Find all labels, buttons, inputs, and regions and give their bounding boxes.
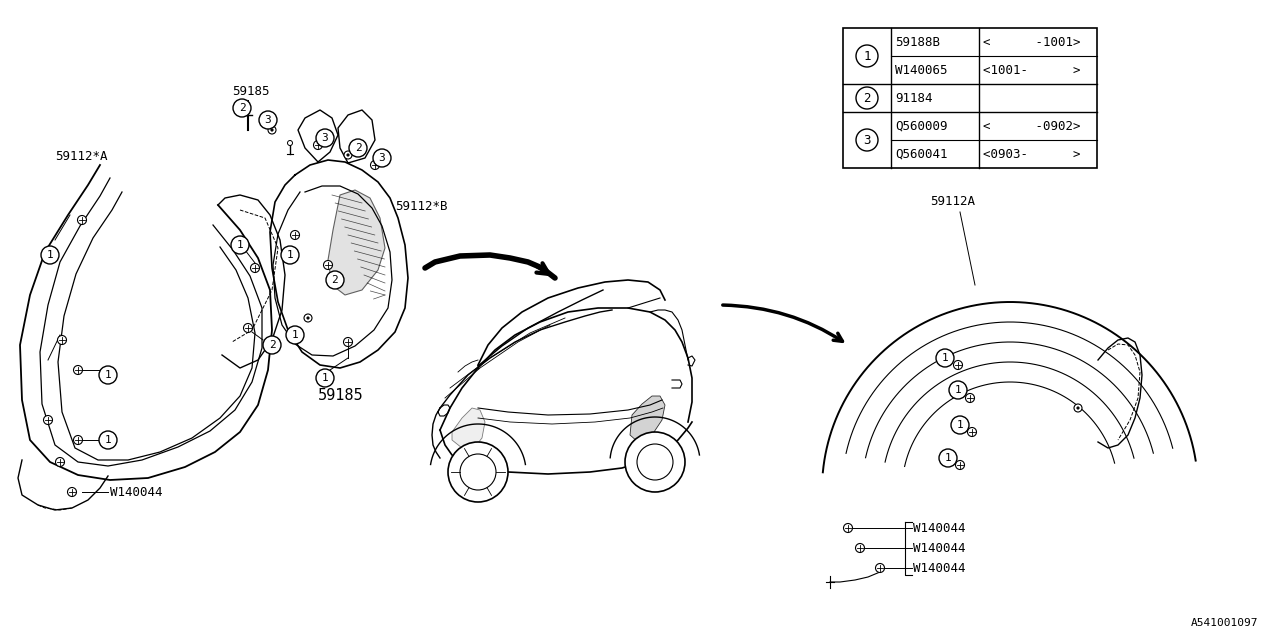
Circle shape bbox=[55, 458, 64, 467]
Circle shape bbox=[307, 317, 310, 319]
Circle shape bbox=[856, 45, 878, 67]
Text: 2: 2 bbox=[269, 340, 275, 350]
Circle shape bbox=[316, 369, 334, 387]
Circle shape bbox=[233, 99, 251, 117]
Circle shape bbox=[73, 365, 82, 374]
Text: 3: 3 bbox=[863, 134, 870, 147]
Text: 1: 1 bbox=[863, 49, 870, 63]
Text: 2: 2 bbox=[863, 92, 870, 104]
Circle shape bbox=[271, 129, 273, 131]
Text: Q560041: Q560041 bbox=[895, 147, 947, 161]
Text: 1: 1 bbox=[105, 435, 111, 445]
Text: 59112A: 59112A bbox=[931, 195, 975, 208]
Text: 1: 1 bbox=[955, 385, 961, 395]
Circle shape bbox=[955, 461, 965, 470]
Text: 1: 1 bbox=[945, 453, 951, 463]
Text: <1001-      >: <1001- > bbox=[983, 63, 1080, 77]
Text: 59112*B: 59112*B bbox=[396, 200, 448, 213]
Circle shape bbox=[262, 336, 282, 354]
Circle shape bbox=[855, 543, 864, 552]
Text: W140044: W140044 bbox=[913, 563, 965, 575]
Text: 3: 3 bbox=[265, 115, 271, 125]
Circle shape bbox=[1074, 404, 1082, 412]
Text: A541001097: A541001097 bbox=[1190, 618, 1258, 628]
Circle shape bbox=[856, 129, 878, 151]
Circle shape bbox=[876, 563, 884, 573]
Polygon shape bbox=[452, 408, 485, 448]
Polygon shape bbox=[328, 190, 385, 295]
Circle shape bbox=[230, 236, 250, 254]
Circle shape bbox=[282, 246, 300, 264]
Circle shape bbox=[285, 326, 305, 344]
Text: W140065: W140065 bbox=[895, 63, 947, 77]
Text: 59112*A: 59112*A bbox=[55, 150, 108, 163]
Circle shape bbox=[314, 141, 323, 150]
Text: <      -1001>: < -1001> bbox=[983, 35, 1080, 49]
Circle shape bbox=[856, 87, 878, 109]
Text: 1: 1 bbox=[237, 240, 243, 250]
Circle shape bbox=[324, 260, 333, 269]
Circle shape bbox=[349, 139, 367, 157]
Text: 3: 3 bbox=[321, 133, 329, 143]
Circle shape bbox=[291, 230, 300, 239]
Circle shape bbox=[305, 314, 312, 322]
Text: 2: 2 bbox=[355, 143, 361, 153]
Circle shape bbox=[347, 154, 349, 156]
Circle shape bbox=[41, 246, 59, 264]
Circle shape bbox=[259, 111, 276, 129]
Text: W140044: W140044 bbox=[110, 486, 163, 499]
Circle shape bbox=[343, 337, 352, 346]
Circle shape bbox=[625, 432, 685, 492]
Circle shape bbox=[936, 349, 954, 367]
Circle shape bbox=[940, 449, 957, 467]
Circle shape bbox=[99, 366, 116, 384]
Text: 59185: 59185 bbox=[232, 85, 270, 98]
Bar bbox=[844, 28, 1097, 168]
Circle shape bbox=[948, 381, 966, 399]
Circle shape bbox=[954, 360, 963, 369]
Circle shape bbox=[1076, 407, 1079, 409]
Circle shape bbox=[78, 216, 87, 225]
Circle shape bbox=[288, 141, 293, 145]
Circle shape bbox=[251, 264, 260, 273]
Text: 91184: 91184 bbox=[895, 92, 933, 104]
Circle shape bbox=[965, 394, 974, 403]
Circle shape bbox=[268, 126, 276, 134]
Circle shape bbox=[243, 323, 252, 333]
Text: 1: 1 bbox=[287, 250, 293, 260]
Text: 59188B: 59188B bbox=[895, 35, 940, 49]
Text: W140044: W140044 bbox=[913, 543, 965, 556]
Circle shape bbox=[316, 129, 334, 147]
Polygon shape bbox=[630, 396, 666, 442]
Circle shape bbox=[968, 428, 977, 436]
Circle shape bbox=[73, 435, 82, 445]
Circle shape bbox=[951, 416, 969, 434]
Circle shape bbox=[844, 524, 852, 532]
Text: 1: 1 bbox=[105, 370, 111, 380]
Text: 2: 2 bbox=[332, 275, 338, 285]
Circle shape bbox=[58, 335, 67, 344]
Circle shape bbox=[326, 271, 344, 289]
Text: 1: 1 bbox=[292, 330, 298, 340]
Text: 1: 1 bbox=[956, 420, 964, 430]
Text: <      -0902>: < -0902> bbox=[983, 120, 1080, 132]
Circle shape bbox=[372, 149, 390, 167]
Text: Q560009: Q560009 bbox=[895, 120, 947, 132]
Text: 1: 1 bbox=[942, 353, 948, 363]
Circle shape bbox=[370, 161, 379, 170]
Circle shape bbox=[44, 415, 52, 424]
Circle shape bbox=[99, 431, 116, 449]
Text: W140044: W140044 bbox=[913, 522, 965, 536]
Circle shape bbox=[344, 151, 352, 159]
Text: <0903-      >: <0903- > bbox=[983, 147, 1080, 161]
Circle shape bbox=[68, 488, 77, 497]
Text: 1: 1 bbox=[46, 250, 54, 260]
Text: 1: 1 bbox=[321, 373, 329, 383]
Text: 2: 2 bbox=[238, 103, 246, 113]
Circle shape bbox=[448, 442, 508, 502]
Text: 59185: 59185 bbox=[317, 388, 364, 403]
Text: 3: 3 bbox=[379, 153, 385, 163]
